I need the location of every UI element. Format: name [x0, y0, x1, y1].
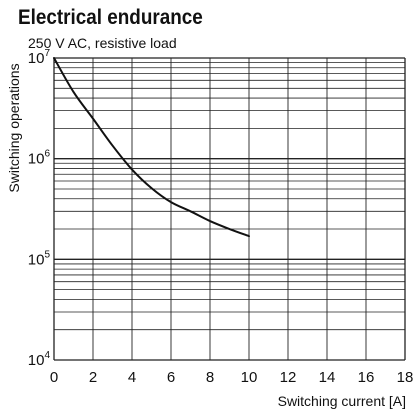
x-axis-label: Switching current [A] — [278, 393, 406, 409]
chart-title: Electrical endurance — [18, 6, 203, 29]
x-tick-label: 18 — [397, 369, 414, 386]
x-tick-label: 16 — [358, 369, 375, 386]
x-tick-label: 2 — [89, 369, 97, 386]
x-tick-label: 14 — [319, 369, 336, 386]
chart-subtitle: 250 V AC, resistive load — [28, 35, 177, 51]
x-tick-label: 0 — [50, 369, 58, 386]
tick-labels: 0 2 4 6 8 10 12 14 16 18 104 105 106 107 — [28, 48, 414, 386]
grid — [53, 57, 406, 361]
y-tick-label: 105 — [28, 249, 51, 268]
y-axis-label: Switching operations — [6, 63, 22, 192]
y-tick-label: 107 — [28, 48, 51, 67]
y-tick-label: 104 — [28, 350, 51, 369]
series-layer — [53, 57, 250, 238]
y-tick-label: 106 — [28, 149, 51, 168]
x-tick-label: 12 — [280, 369, 297, 386]
x-tick-label: 10 — [241, 369, 258, 386]
x-tick-label: 6 — [167, 369, 175, 386]
x-tick-label: 4 — [128, 369, 136, 386]
x-tick-label: 8 — [206, 369, 214, 386]
endurance-curve — [53, 57, 250, 238]
